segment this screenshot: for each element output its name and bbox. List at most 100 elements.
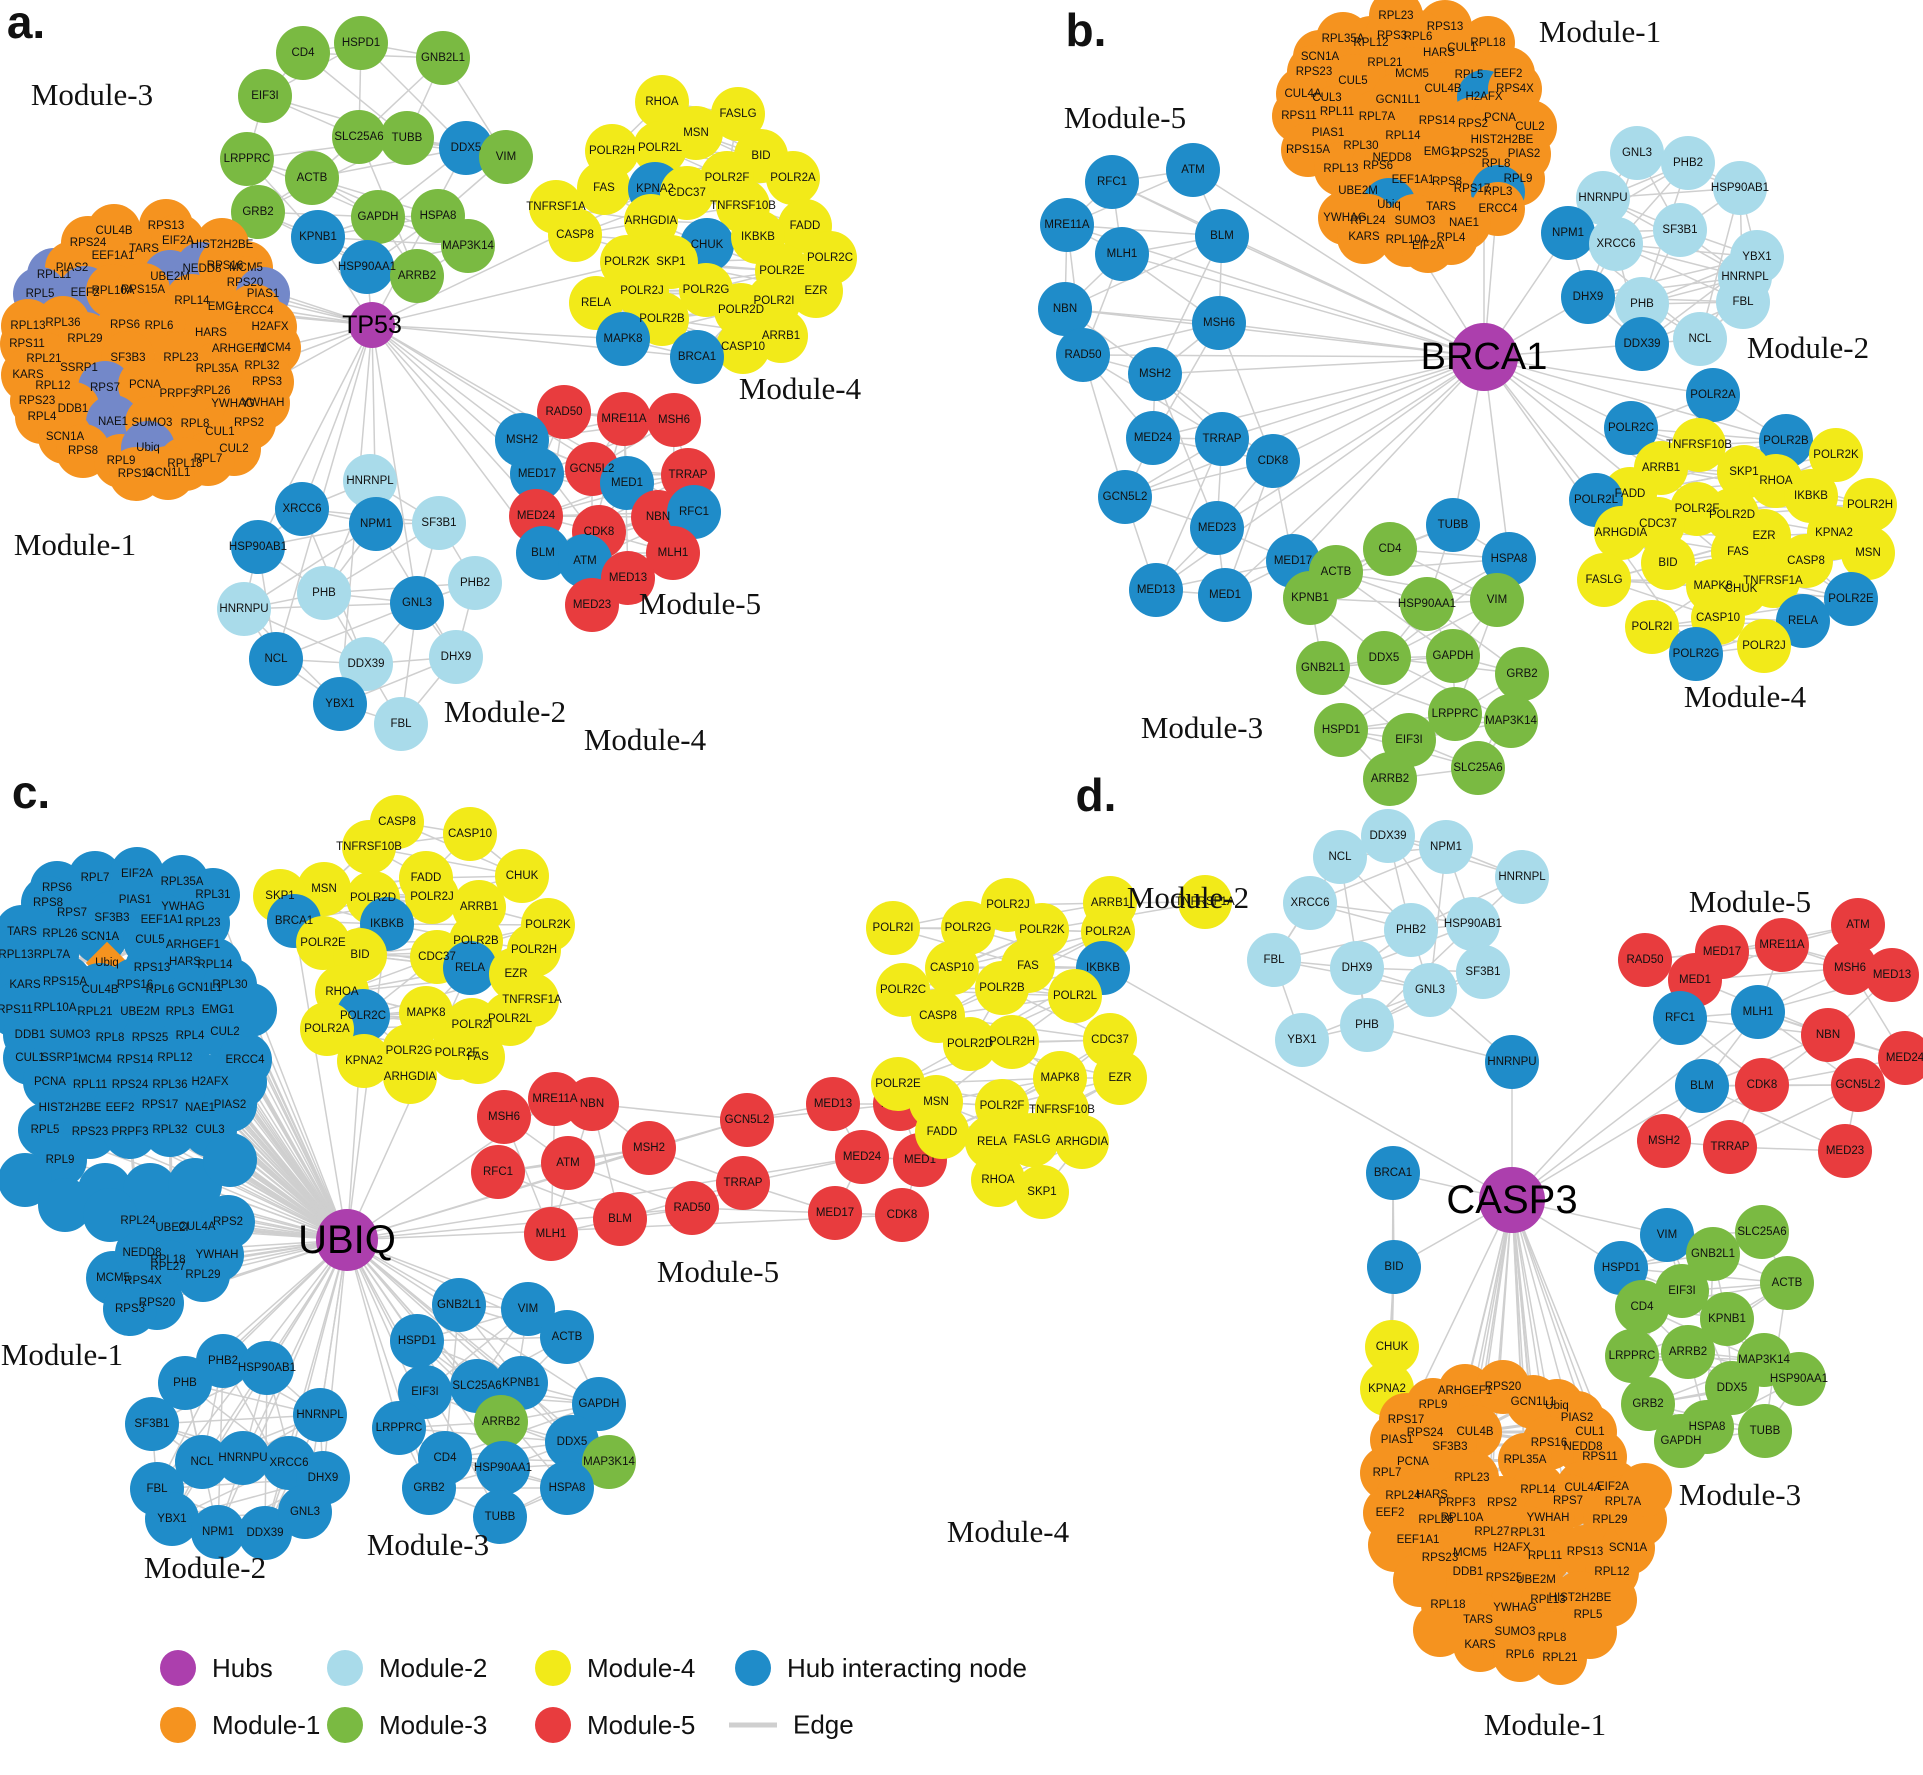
node-KARS[interactable]	[1337, 210, 1391, 264]
node-DHX9[interactable]	[1330, 941, 1384, 995]
node-RAD50[interactable]	[1618, 933, 1672, 987]
node-DDX39[interactable]	[238, 1506, 292, 1560]
node-RPL4[interactable]	[1424, 211, 1478, 265]
node-HSP90AB1[interactable]	[1713, 161, 1767, 215]
node-ACTB[interactable]	[1760, 1256, 1814, 1310]
node-HNRNPU[interactable]	[1485, 1035, 1539, 1089]
node-XRCC6[interactable]	[1283, 876, 1337, 930]
node-ARRB2[interactable]	[1363, 752, 1417, 806]
node-KPNB1[interactable]	[1700, 1292, 1754, 1346]
node-TUBB[interactable]	[1426, 498, 1480, 552]
node-HSP90AB1[interactable]	[1446, 897, 1500, 951]
node-VIM[interactable]	[479, 130, 533, 184]
node-MAP3K14[interactable]	[1484, 694, 1538, 748]
node-ARRB2[interactable]	[1661, 1325, 1715, 1379]
node-CDK8[interactable]	[1735, 1058, 1789, 1112]
node-MLH1[interactable]	[524, 1207, 578, 1261]
node-NPM1[interactable]	[191, 1505, 245, 1559]
node-GNL3[interactable]	[278, 1485, 332, 1539]
node-NCL[interactable]	[249, 632, 303, 686]
node-RHOA[interactable]	[971, 1153, 1025, 1207]
node-MAP3K14[interactable]	[441, 219, 495, 273]
node-filler[interactable]	[0, 1153, 52, 1207]
node-GCN5L2[interactable]	[1098, 470, 1152, 524]
node-GAPDH[interactable]	[572, 1377, 626, 1431]
node-NBN[interactable]	[1801, 1008, 1855, 1062]
node-filler[interactable]	[83, 1188, 137, 1242]
hub-node-BRCA1[interactable]	[1450, 323, 1518, 391]
node-SLC25A6[interactable]	[1735, 1205, 1789, 1259]
node-MED23[interactable]	[565, 578, 619, 632]
node-BRCA1[interactable]	[1366, 1146, 1420, 1200]
node-PHB2[interactable]	[1384, 903, 1438, 957]
node-POLR2L[interactable]	[1048, 969, 1102, 1023]
node-CDK8[interactable]	[1246, 434, 1300, 488]
node-PHB[interactable]	[1340, 998, 1394, 1052]
node-GRB2[interactable]	[1495, 647, 1549, 701]
node-RFC1[interactable]	[667, 485, 721, 539]
node-RPL29[interactable]	[176, 1248, 230, 1302]
node-POLR2J[interactable]	[405, 870, 459, 924]
node-POLR2A[interactable]	[1686, 368, 1740, 422]
node-GNL3[interactable]	[1610, 126, 1664, 180]
node-HSP90AB1[interactable]	[231, 520, 285, 574]
node-NPM1[interactable]	[1541, 206, 1595, 260]
node-RELA[interactable]	[443, 941, 497, 995]
node-KPNB1[interactable]	[291, 210, 345, 264]
node-SF3B1[interactable]	[412, 496, 466, 550]
node-HSP90AA1[interactable]	[476, 1441, 530, 1495]
node-POLR2J[interactable]	[1737, 619, 1791, 673]
node-MRE11A[interactable]	[1040, 198, 1094, 252]
node-SKP1[interactable]	[1015, 1165, 1069, 1219]
node-GRB2[interactable]	[1621, 1377, 1675, 1431]
node-PHB2[interactable]	[448, 556, 502, 610]
node-MSH2[interactable]	[1637, 1114, 1691, 1168]
node-CASP10[interactable]	[443, 807, 497, 861]
node-GRB2[interactable]	[231, 185, 285, 239]
node-FASLG[interactable]	[711, 87, 765, 141]
node-MSH6[interactable]	[647, 393, 701, 447]
node-SF3B1[interactable]	[125, 1397, 179, 1451]
node-TRRAP[interactable]	[1703, 1120, 1757, 1174]
node-HNRNPL[interactable]	[343, 454, 397, 508]
node-BID[interactable]	[1367, 1240, 1421, 1294]
node-MAP3K14[interactable]	[582, 1435, 636, 1489]
node-MED17[interactable]	[808, 1186, 862, 1240]
node-HNRNPL[interactable]	[293, 1388, 347, 1442]
node-EZR[interactable]	[789, 264, 843, 318]
node-MSH2[interactable]	[1128, 347, 1182, 401]
node-PHB[interactable]	[297, 566, 351, 620]
node-MED23[interactable]	[1190, 501, 1244, 555]
node-POLR2A[interactable]	[300, 1002, 354, 1056]
node-MSH2[interactable]	[622, 1121, 676, 1175]
node-ARHGDIA[interactable]	[1594, 506, 1648, 560]
node-FBL[interactable]	[1247, 933, 1301, 987]
node-MRE11A[interactable]	[1755, 918, 1809, 972]
node-ACTB[interactable]	[285, 151, 339, 205]
node-CDK8[interactable]	[875, 1188, 929, 1242]
node-PHB[interactable]	[158, 1356, 212, 1410]
node-MSH6[interactable]	[1192, 296, 1246, 350]
node-BLM[interactable]	[593, 1192, 647, 1246]
node-RFC1[interactable]	[1653, 991, 1707, 1045]
node-CASP10[interactable]	[925, 941, 979, 995]
node-MED24[interactable]	[1878, 1031, 1923, 1085]
node-CHUK[interactable]	[495, 849, 549, 903]
node-filler[interactable]	[38, 1178, 92, 1232]
node-YBX1[interactable]	[145, 1492, 199, 1546]
node-VIM[interactable]	[1640, 1208, 1694, 1262]
node-EZR[interactable]	[1093, 1051, 1147, 1105]
node-SF3B1[interactable]	[1456, 945, 1510, 999]
node-MED13[interactable]	[806, 1077, 860, 1131]
node-ATM[interactable]	[1166, 143, 1220, 197]
node-HSPA8[interactable]	[540, 1461, 594, 1515]
node-GAPDH[interactable]	[1654, 1414, 1708, 1468]
node-LRPPRC[interactable]	[1605, 1329, 1659, 1383]
node-HNRNPL[interactable]	[1495, 850, 1549, 904]
node-MSH6[interactable]	[1823, 941, 1877, 995]
node-XRCC6[interactable]	[1589, 217, 1643, 271]
node-MSH6[interactable]	[477, 1090, 531, 1144]
node-TUBB[interactable]	[473, 1490, 527, 1544]
node-HSPD1[interactable]	[334, 16, 388, 70]
node-SF3B1[interactable]	[1653, 203, 1707, 257]
